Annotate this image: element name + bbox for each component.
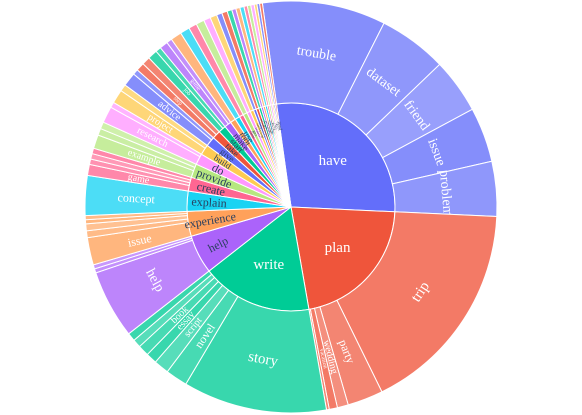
outer-segment-trip[interactable] <box>336 211 498 393</box>
outer-segment-read-0[interactable] <box>259 2 278 105</box>
